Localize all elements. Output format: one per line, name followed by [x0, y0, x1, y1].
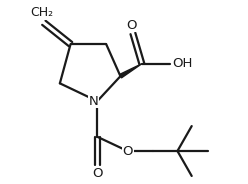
Text: O: O	[122, 144, 133, 158]
Text: O: O	[92, 167, 102, 180]
Text: O: O	[126, 19, 136, 32]
Text: OH: OH	[172, 57, 192, 70]
Polygon shape	[120, 64, 142, 78]
Text: CH₂: CH₂	[31, 6, 54, 19]
Text: N: N	[89, 95, 99, 108]
